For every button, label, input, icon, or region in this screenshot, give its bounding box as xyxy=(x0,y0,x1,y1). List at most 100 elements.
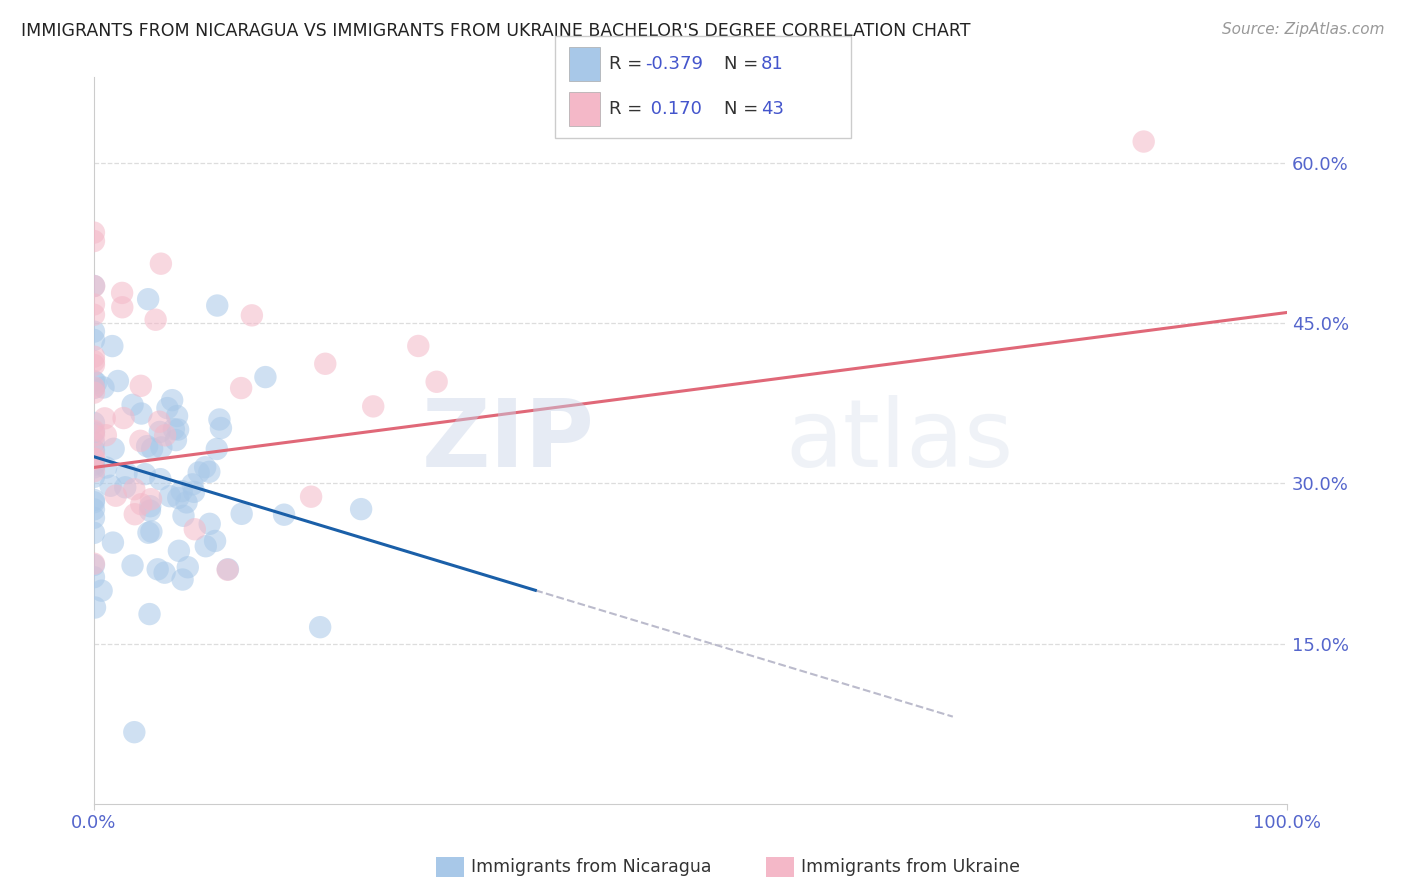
Point xyxy=(111,300,134,314)
Point xyxy=(84,376,107,390)
Point xyxy=(156,401,179,415)
Point xyxy=(141,524,163,539)
Point xyxy=(138,525,160,540)
Point xyxy=(153,428,176,442)
Point xyxy=(184,522,207,536)
Point xyxy=(83,570,105,584)
Point xyxy=(194,539,217,553)
Point xyxy=(217,563,239,577)
Point xyxy=(114,480,136,494)
Point xyxy=(231,381,253,395)
Point xyxy=(83,492,105,507)
Point xyxy=(107,374,129,388)
Point xyxy=(83,354,105,368)
Point xyxy=(166,409,188,423)
Point xyxy=(124,725,146,739)
Point xyxy=(198,465,221,479)
Point xyxy=(83,358,105,372)
Point xyxy=(83,234,105,248)
Text: N =: N = xyxy=(724,100,763,118)
Point xyxy=(101,339,124,353)
Point xyxy=(129,434,152,448)
Point xyxy=(94,460,117,475)
Point xyxy=(240,309,263,323)
Point xyxy=(136,439,159,453)
Point xyxy=(83,385,105,400)
Point xyxy=(83,279,105,293)
Point xyxy=(83,416,105,430)
Point xyxy=(167,423,190,437)
Point xyxy=(83,350,105,364)
Text: Source: ZipAtlas.com: Source: ZipAtlas.com xyxy=(1222,22,1385,37)
Point xyxy=(83,308,105,322)
Point xyxy=(299,490,322,504)
Text: N =: N = xyxy=(724,55,763,73)
Point xyxy=(83,442,105,457)
Point xyxy=(309,620,332,634)
Point xyxy=(177,560,200,574)
Point xyxy=(83,452,105,467)
Point xyxy=(83,425,105,440)
Point xyxy=(93,411,115,425)
Point xyxy=(167,491,190,505)
Point xyxy=(93,380,115,394)
Point xyxy=(83,525,105,540)
Point xyxy=(209,421,232,435)
Text: IMMIGRANTS FROM NICARAGUA VS IMMIGRANTS FROM UKRAINE BACHELOR'S DEGREE CORRELATI: IMMIGRANTS FROM NICARAGUA VS IMMIGRANTS … xyxy=(21,22,970,40)
Point xyxy=(172,573,194,587)
Point xyxy=(83,226,105,240)
Point xyxy=(83,470,105,484)
Point xyxy=(136,292,159,306)
Point xyxy=(115,466,138,480)
Point xyxy=(101,535,124,549)
Point xyxy=(111,285,134,300)
Point xyxy=(361,400,384,414)
Point xyxy=(84,600,107,615)
Point xyxy=(146,562,169,576)
Text: 0.170: 0.170 xyxy=(645,100,702,118)
Point xyxy=(350,502,373,516)
Point xyxy=(207,299,229,313)
Point xyxy=(205,442,228,456)
Point xyxy=(134,467,156,482)
Point xyxy=(273,508,295,522)
Point xyxy=(112,411,135,425)
Point xyxy=(254,370,277,384)
Point xyxy=(149,472,172,486)
Point xyxy=(83,502,105,516)
Point xyxy=(148,415,170,429)
Point xyxy=(83,297,105,311)
Point xyxy=(104,489,127,503)
Point xyxy=(176,495,198,509)
Point xyxy=(170,484,193,499)
Text: R =: R = xyxy=(609,100,648,118)
Point xyxy=(187,466,209,480)
Point xyxy=(198,516,221,531)
Point xyxy=(150,441,173,455)
Point xyxy=(139,500,162,514)
Point xyxy=(83,428,105,442)
Point xyxy=(83,380,105,394)
Point xyxy=(165,433,187,447)
Point xyxy=(83,458,105,472)
Point xyxy=(426,375,449,389)
Point xyxy=(204,533,226,548)
Text: Immigrants from Nicaragua: Immigrants from Nicaragua xyxy=(471,858,711,876)
Text: 81: 81 xyxy=(761,55,783,73)
Point xyxy=(173,508,195,523)
Point xyxy=(83,447,105,461)
Point xyxy=(90,583,112,598)
Text: R =: R = xyxy=(609,55,648,73)
Point xyxy=(124,482,146,496)
Point xyxy=(83,451,105,466)
Point xyxy=(83,464,105,478)
Point xyxy=(1132,135,1154,149)
Point xyxy=(138,607,160,621)
Point xyxy=(141,442,163,456)
Point xyxy=(121,558,143,573)
Text: Immigrants from Ukraine: Immigrants from Ukraine xyxy=(801,858,1021,876)
Point xyxy=(83,424,105,438)
Point xyxy=(83,374,105,388)
Text: 43: 43 xyxy=(761,100,783,118)
Point xyxy=(163,422,186,436)
